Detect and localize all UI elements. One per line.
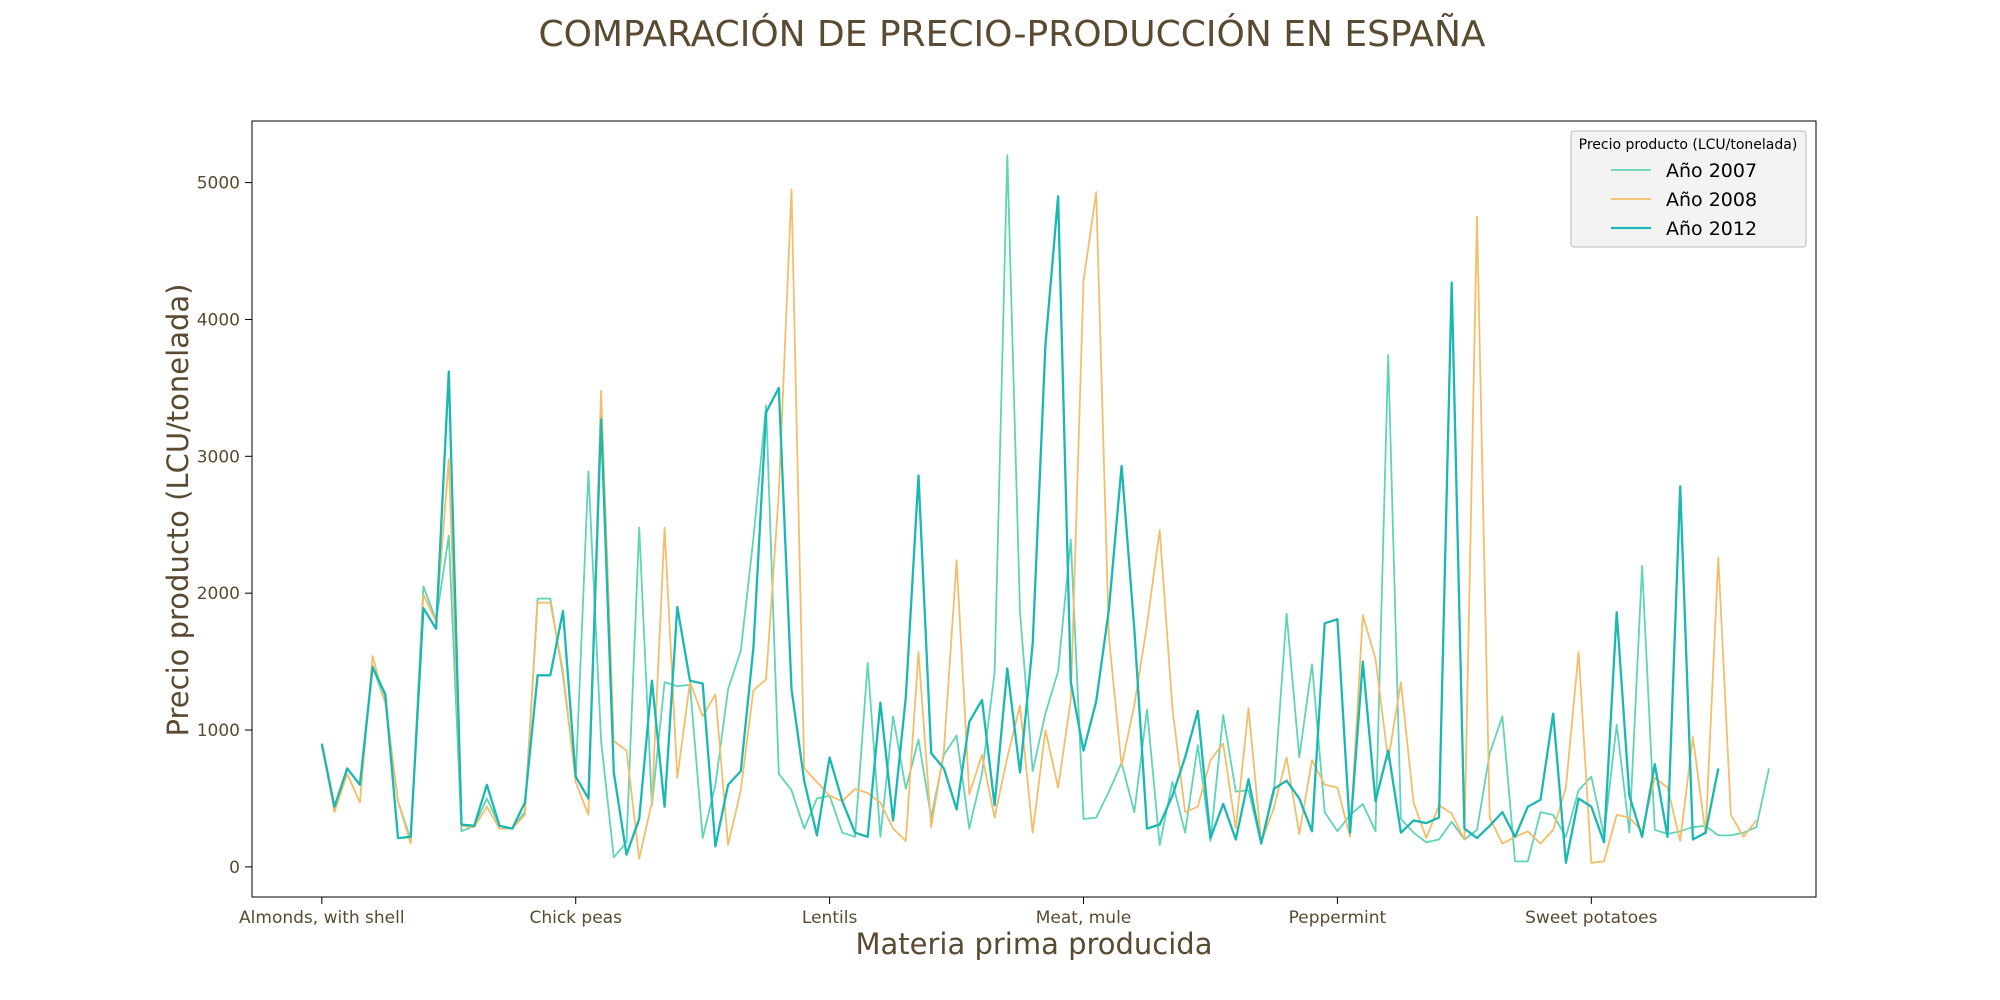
- legend-entries: Año 2007 Año 2008 Año 2012: [1611, 160, 1757, 240]
- y-tick-label: 0: [229, 858, 240, 878]
- x-tick-label: Meat, mule: [1036, 908, 1132, 928]
- legend-entry-label: Año 2008: [1666, 189, 1757, 211]
- x-tick-label: Lentils: [802, 908, 858, 928]
- series-lines: [320, 154, 1770, 864]
- x-axis-label: Materia prima producida: [855, 927, 1212, 961]
- x-tick-label: Chick peas: [529, 908, 622, 928]
- x-tick-label: Sweet potatoes: [1525, 908, 1657, 928]
- x-axis: Almonds, with shell Chick peas Lentils Meat…: [239, 897, 1658, 928]
- legend-entry-label: Año 2012: [1666, 218, 1757, 240]
- legend-title: Precio producto (LCU/tonelada): [1579, 137, 1798, 153]
- y-axis-label: Precio producto (LCU/tonelada): [161, 284, 195, 737]
- series-line-2: [320, 188, 1758, 864]
- series-line-3: [320, 195, 1720, 864]
- y-axis: 0 1000 2000 3000 4000 5000: [197, 174, 252, 878]
- x-tick-label: Almonds, with shell: [239, 908, 405, 928]
- chart-title: COMPARACIÓN DE PRECIO-PRODUCCIÓN EN ESPA…: [538, 13, 1485, 55]
- y-tick-label: 3000: [197, 447, 240, 467]
- y-tick-label: 5000: [197, 174, 240, 194]
- y-tick-label: 2000: [197, 584, 240, 604]
- y-tick-label: 1000: [197, 721, 240, 741]
- y-tick-label: 4000: [197, 310, 240, 330]
- legend: Precio producto (LCU/tonelada) Año 2007A…: [1570, 130, 1807, 248]
- legend-entry-label: Año 2007: [1666, 160, 1757, 182]
- x-tick-label: Peppermint: [1289, 908, 1387, 928]
- legend-box: [1570, 130, 1807, 248]
